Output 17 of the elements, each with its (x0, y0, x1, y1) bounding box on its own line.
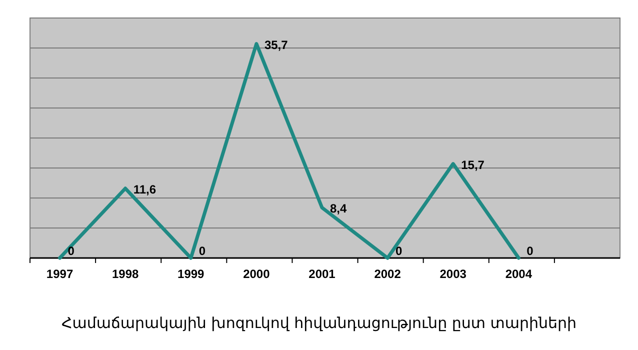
data-label: 0 (198, 244, 206, 258)
text: Համաճարակային խոզուկով հիվանդացությունը ըստ տարիների (62, 314, 576, 332)
x-tick-label: 1998 (112, 267, 140, 281)
x-tick-label: 1999 (178, 267, 205, 281)
data-label: 0 (68, 244, 75, 258)
x-tick-label: 1997 (46, 267, 74, 281)
data-label: 35,7 (264, 38, 288, 52)
x-tick-label: 2003 (440, 267, 467, 281)
data-label: 8,4 (330, 202, 348, 216)
data-label: 11,6 (133, 182, 156, 196)
x-tick-label: 2001 (308, 267, 336, 281)
x-tick-label: 2000 (243, 267, 270, 281)
data-label: 0 (526, 244, 534, 258)
data-label: 0 (396, 244, 403, 258)
x-tick-label: 2002 (374, 267, 402, 281)
x-tick-label: 2004 (505, 267, 532, 281)
data-label: 15,7 (461, 158, 485, 172)
